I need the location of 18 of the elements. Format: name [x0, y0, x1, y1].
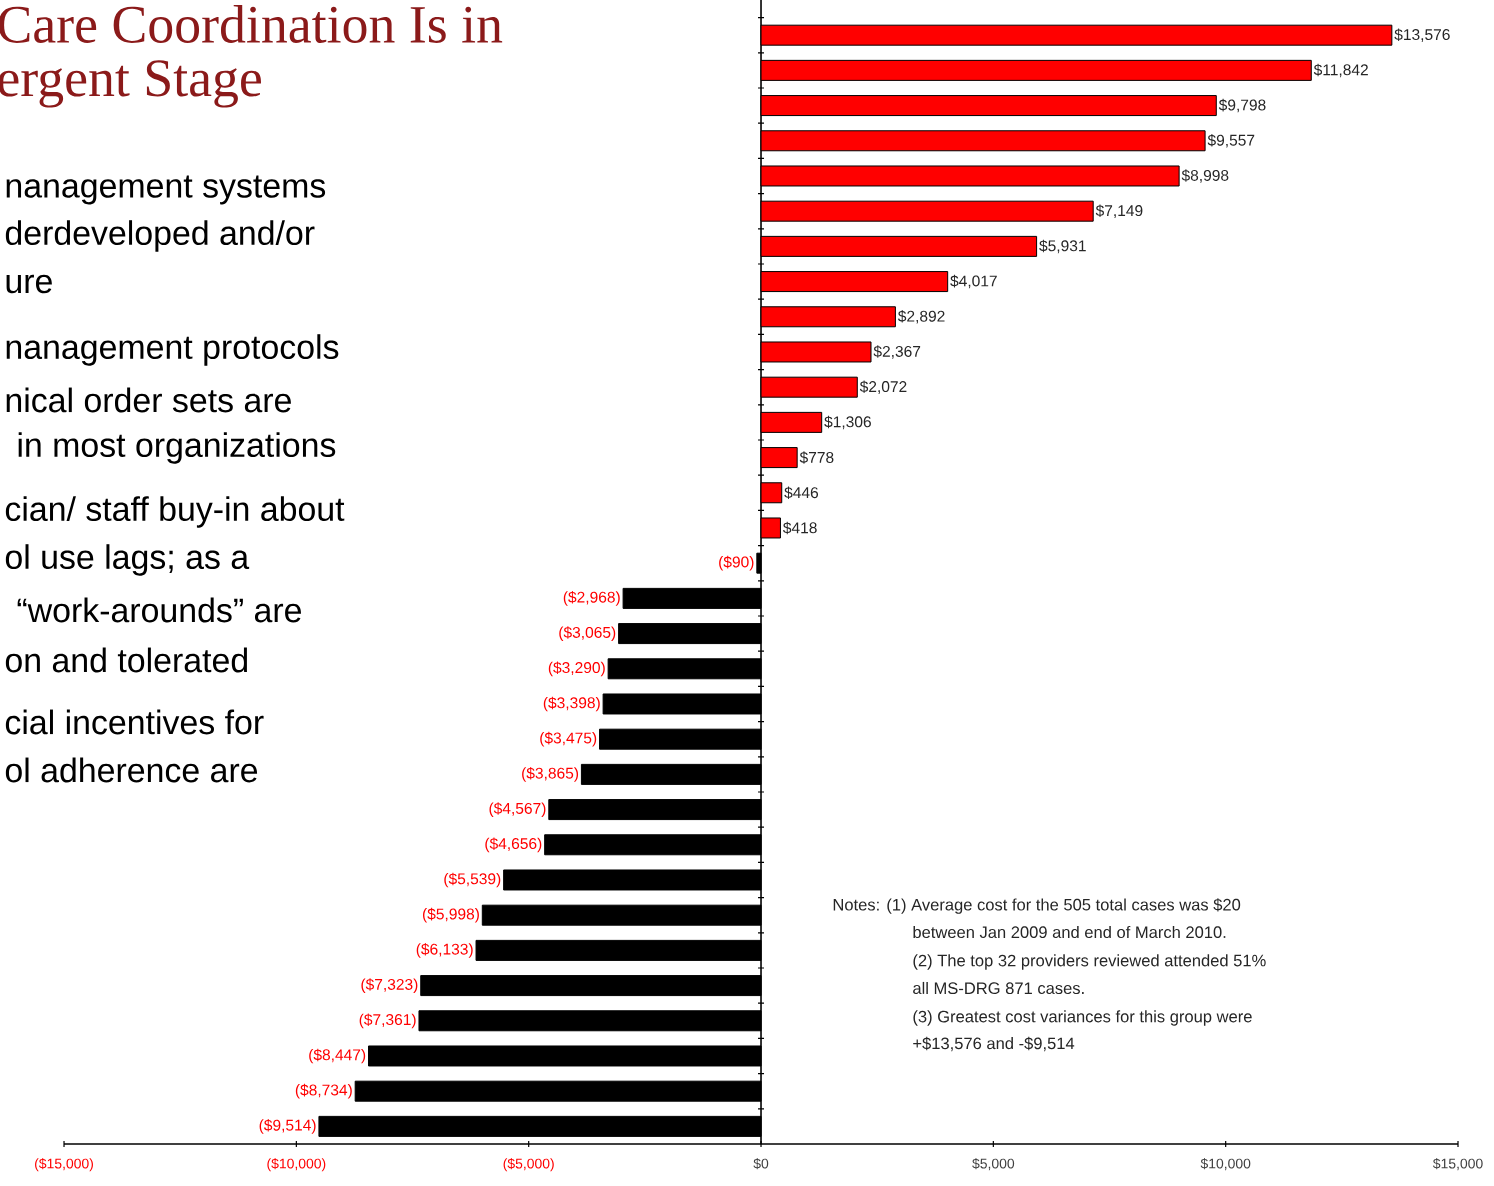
- annotation: +$13,576 and -$9,514: [913, 1036, 1075, 1052]
- annotation: cian/ staff buy-in about: [5, 496, 345, 528]
- annotation: (3) Greatest cost variances for this group were: [913, 1010, 1252, 1026]
- annotation: nical order sets are: [6, 387, 291, 413]
- text: ure: [6, 274, 52, 294]
- annotation: Notes: (1) Average cost for the 505 total cases was $20: [833, 898, 1241, 914]
- annotation: all MS-DRG 871 cases.: [913, 981, 1084, 995]
- annotation: ol use lags; as a: [5, 544, 250, 576]
- annotation: in most organizations: [18, 432, 336, 464]
- annotation: ol adherence are: [5, 757, 258, 783]
- annotation: “work-arounds” are: [17, 597, 301, 623]
- annotation: (2) The top 32 providers reviewed attended 51%: [913, 954, 1266, 970]
- annotation: between Jan 2009 and end of March 2010.: [913, 925, 1226, 939]
- annotation: nanagement systems: [6, 175, 326, 205]
- annotation: nanagement protocols: [6, 334, 339, 366]
- annotation: cial incentives for: [5, 709, 264, 735]
- annotation: derdeveloped and/or: [5, 220, 315, 252]
- annotation: on and tolerated: [5, 647, 247, 673]
